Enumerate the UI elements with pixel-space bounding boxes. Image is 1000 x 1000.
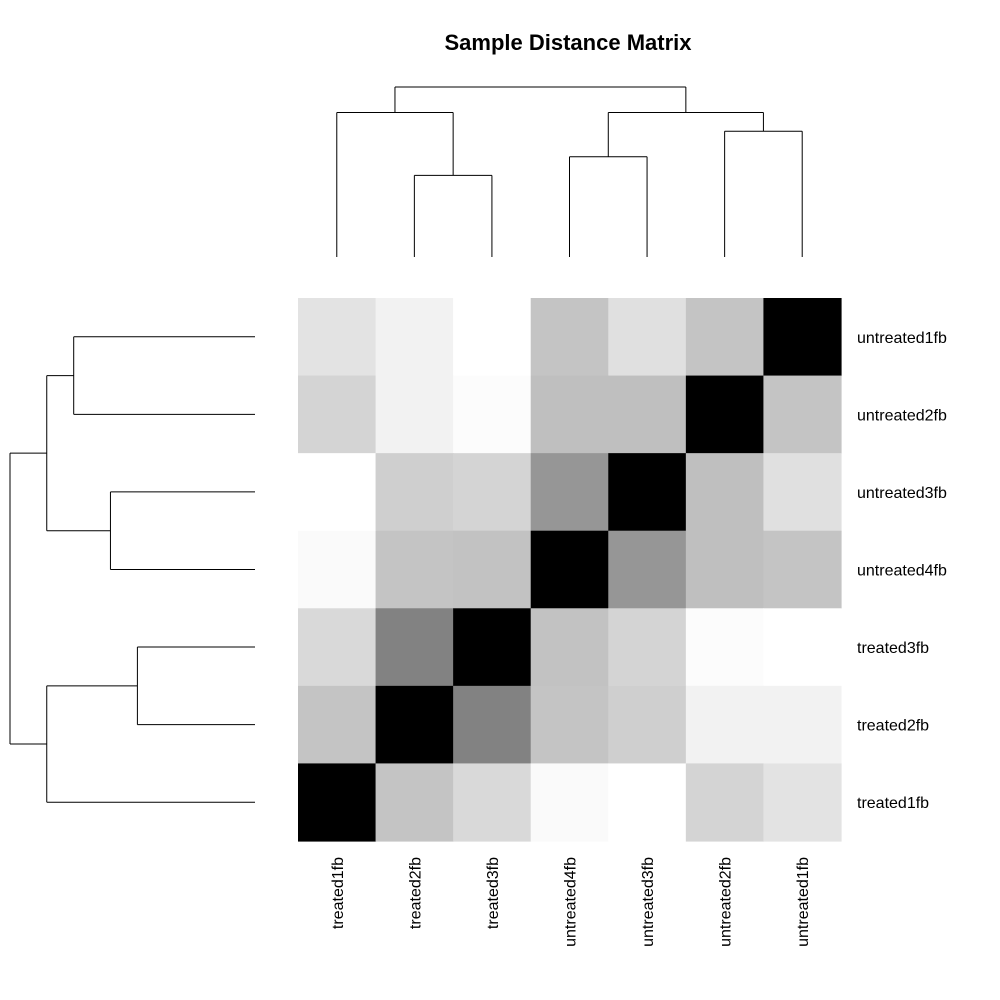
heatmap-cell xyxy=(763,530,842,609)
heatmap-cell xyxy=(530,298,609,377)
heatmap-cell xyxy=(763,685,842,765)
heatmap-cell xyxy=(453,453,532,532)
heatmap-cell xyxy=(298,608,377,687)
heatmap-cell xyxy=(608,453,687,532)
heatmap-cell xyxy=(763,453,842,532)
column-label: treated2fb xyxy=(407,857,424,929)
chart-title: Sample Distance Matrix xyxy=(445,30,693,55)
heatmap-cell xyxy=(608,375,687,454)
row-label: untreated1fb xyxy=(857,330,947,347)
heatmap-cell xyxy=(608,685,687,765)
heatmap-cell xyxy=(685,298,765,377)
row-label: treated3fb xyxy=(857,640,929,657)
row-label: untreated3fb xyxy=(857,485,947,502)
heatmap-cell xyxy=(375,763,454,842)
heatmap-cell xyxy=(375,685,454,765)
column-labels: treated1fb treated2fb treated3fb untreated4… xyxy=(330,857,812,947)
heatmap-cell xyxy=(453,530,532,609)
heatmap-cell xyxy=(608,608,687,687)
row-label: treated1fb xyxy=(857,795,929,812)
heatmap-cell xyxy=(453,375,532,454)
column-label: untreated3fb xyxy=(640,857,657,947)
heatmap-cell xyxy=(685,375,765,454)
heatmap-cell xyxy=(375,530,454,609)
heatmap-cell xyxy=(685,685,765,765)
heatmap-cell xyxy=(375,608,454,687)
heatmap-cell xyxy=(530,453,609,532)
heatmap-cell xyxy=(298,685,377,765)
column-dendrogram xyxy=(336,86,803,257)
heatmap-cell xyxy=(375,298,454,377)
row-label: treated2fb xyxy=(857,718,929,735)
row-dendrogram xyxy=(9,336,255,803)
heatmap-cell xyxy=(453,763,532,842)
heatmap-cell xyxy=(375,453,454,532)
heatmap-cell xyxy=(298,530,377,609)
heatmap-cell xyxy=(530,530,609,609)
heatmap-cell xyxy=(685,763,765,842)
heatmap-cell xyxy=(298,375,377,454)
row-label: untreated2fb xyxy=(857,407,947,424)
heatmap-cell xyxy=(298,453,377,532)
heatmap-cell xyxy=(298,298,377,377)
heatmap-cell xyxy=(763,298,842,377)
heatmap-cell xyxy=(608,763,687,842)
heatmap-cell xyxy=(453,298,532,377)
heatmap-cell xyxy=(763,763,842,842)
heatmap-cell xyxy=(453,608,532,687)
heatmap-cell xyxy=(375,375,454,454)
row-labels: untreated1fb untreated2fb untreated3fb untr… xyxy=(857,330,947,812)
column-label: untreated2fb xyxy=(718,857,735,947)
heatmap-cell xyxy=(685,530,765,609)
heatmap-cell xyxy=(685,608,765,687)
heatmap-cell xyxy=(298,763,377,842)
heatmap-cell xyxy=(608,298,687,377)
heatmap-cells xyxy=(298,298,842,842)
column-label: treated3fb xyxy=(485,857,502,929)
row-label: untreated4fb xyxy=(857,563,947,580)
heatmap-cell xyxy=(530,763,609,842)
heatmap-cell xyxy=(763,608,842,687)
heatmap-cell xyxy=(608,530,687,609)
heatmap-cell xyxy=(685,453,765,532)
heatmap-cell xyxy=(530,685,609,765)
heatmap-cell xyxy=(530,608,609,687)
heatmap-cell xyxy=(763,375,842,454)
column-label: untreated1fb xyxy=(795,857,812,947)
column-label: untreated4fb xyxy=(563,857,580,947)
heatmap-cell xyxy=(453,685,532,765)
column-label: treated1fb xyxy=(330,857,347,929)
heatmap-cell xyxy=(530,375,609,454)
